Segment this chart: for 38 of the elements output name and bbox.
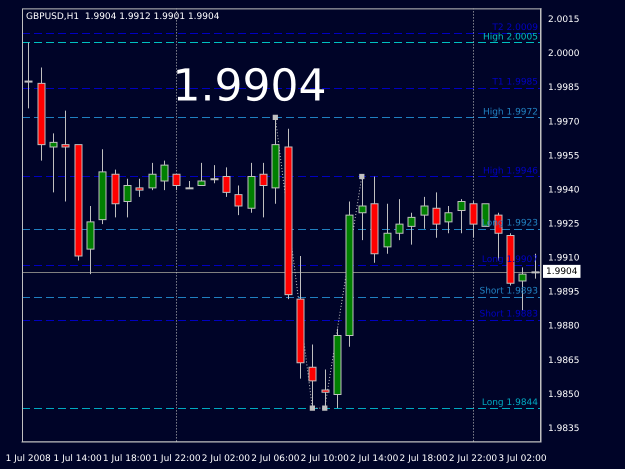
ref-line-label: High 1.9946 <box>482 166 538 176</box>
y-tick-label: 1.9880 <box>548 322 580 332</box>
x-tick-label: 2 Jul 18:00 <box>399 454 448 464</box>
y-tick-label: 2.0000 <box>548 49 580 60</box>
x-tick-label: 2 Jul 10:00 <box>300 454 350 464</box>
ref-line-label: High 1.9972 <box>482 107 538 118</box>
ref-line-label: Long 1.9923 <box>482 218 538 229</box>
y-tick-label: 1.9835 <box>548 424 580 434</box>
x-tick-label: 2 Jul 06:00 <box>251 454 300 464</box>
ref-line-label: High 2.0005 <box>482 32 538 42</box>
y-tick-label: 1.9955 <box>548 151 580 162</box>
y-tick-label: 1.9925 <box>548 220 580 230</box>
y-tick-label: 1.9910 <box>548 254 580 264</box>
y-tick-label: 1.9970 <box>548 117 580 128</box>
x-tick-label: 2 Jul 14:00 <box>350 454 399 464</box>
ref-line-label: Long 1.9844 <box>482 398 538 408</box>
x-tick-label: 1 Jul 2008 <box>6 454 52 464</box>
x-tick-label: 2 Jul 02:00 <box>202 454 250 464</box>
x-tick-label: 1 Jul 22:00 <box>152 454 201 464</box>
text: GBPUSD,H1 1.9904 1.9912 1.9901 1.9904 <box>26 12 220 22</box>
x-tick-label: 3 Jul 02:00 <box>498 454 547 464</box>
y-tick-label: 1.9985 <box>548 83 580 94</box>
x-tick-label: 1 Jul 14:00 <box>53 454 102 464</box>
x-tick-label: 2 Jul 22:00 <box>448 454 498 464</box>
y-tick-label: 1.9940 <box>548 185 580 196</box>
ref-line-label: Short 1.9883 <box>479 309 538 320</box>
ref-line-label: 1.9904 <box>546 267 578 278</box>
point <box>359 174 364 180</box>
y-tick-label: 1.9865 <box>548 356 580 366</box>
point <box>272 114 278 120</box>
point <box>310 406 316 411</box>
y-tick-label: 1.9895 <box>548 288 580 298</box>
y-tick-label: 2.0015 <box>548 15 580 26</box>
point <box>322 406 328 411</box>
ref-line-label: T2 2.0009 <box>491 23 538 34</box>
ref-line-label: T1 1.9985 <box>491 78 538 88</box>
y-tick-label: 1.9850 <box>548 390 580 400</box>
x-tick-label: 1 Jul 18:00 <box>102 454 152 464</box>
